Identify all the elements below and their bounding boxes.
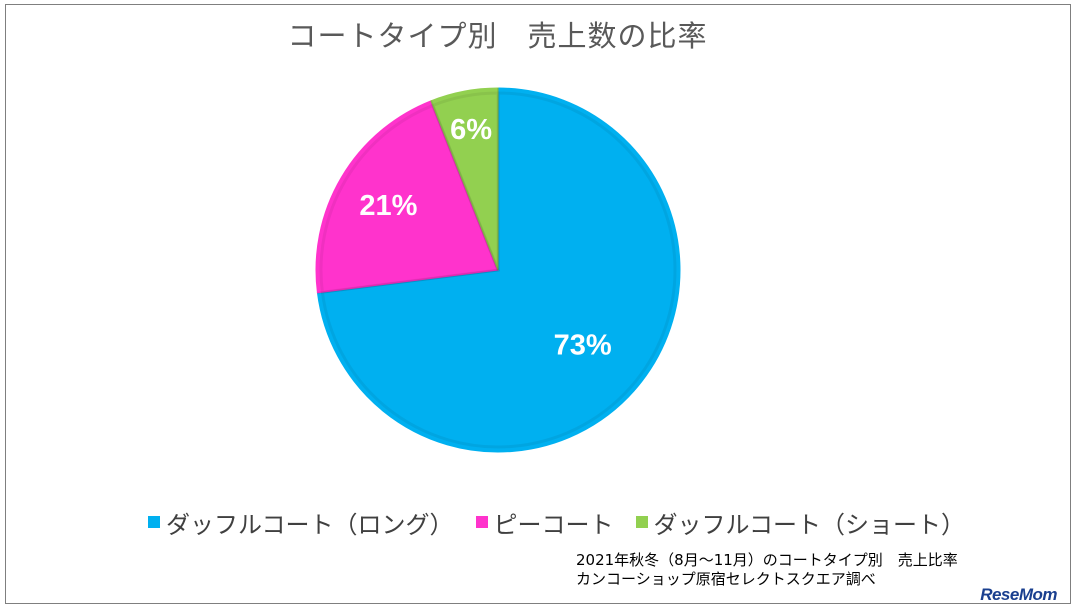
legend-item-duffle-short: ダッフルコート（ショート） [635, 505, 966, 540]
legend-swatch-pea-coat [475, 516, 488, 528]
pie-slice-edge-pea-coat [319, 103, 501, 294]
pie-slice-duffle-short [430, 87, 499, 271]
data-label-pea-coat: 21% [359, 190, 417, 222]
pie-slice-duffle-long [316, 87, 681, 453]
legend-swatch-duffle-short [635, 516, 648, 528]
legend-item-duffle-long: ダッフルコート（ロング） [148, 505, 454, 540]
source-note: 2021年秋冬（8月～11月）のコートタイプ別 売上比率 カンコーショップ原宿セ… [576, 551, 958, 589]
legend-label-pea-coat: ピーコート [493, 510, 614, 539]
legend-label-duffle-long: ダッフルコート（ロング） [166, 510, 454, 539]
legend-label-duffle-short: ダッフルコート（ショート） [653, 510, 966, 539]
data-label-duffle-long: 73% [554, 330, 612, 362]
chart-title: コートタイプ別 売上数の比率 [287, 19, 708, 53]
pie-slice-edge-duffle-long [320, 91, 677, 449]
slice-divider-1 [317, 269, 499, 294]
chart-title-container: コートタイプ別 売上数の比率 [0, 14, 1079, 54]
data-label-duffle-short: 6% [450, 114, 492, 146]
pie-slice-pea-coat [315, 100, 499, 294]
resemom-logo: ReseMom [980, 585, 1057, 604]
legend-item-pea-coat: ピーコート [475, 505, 614, 540]
pie-slice-edge-duffle-short [430, 91, 500, 271]
chart-legend: ダッフルコート（ロング） ピーコート ダッフルコート（ショート） [148, 505, 966, 540]
slice-divider-2 [430, 100, 499, 271]
legend-swatch-duffle-long [148, 516, 160, 528]
source-note-line2: カンコーショップ原宿セレクトスクエア調べ [576, 570, 876, 588]
source-note-line1: 2021年秋冬（8月～11月）のコートタイプ別 売上比率 [576, 551, 958, 569]
